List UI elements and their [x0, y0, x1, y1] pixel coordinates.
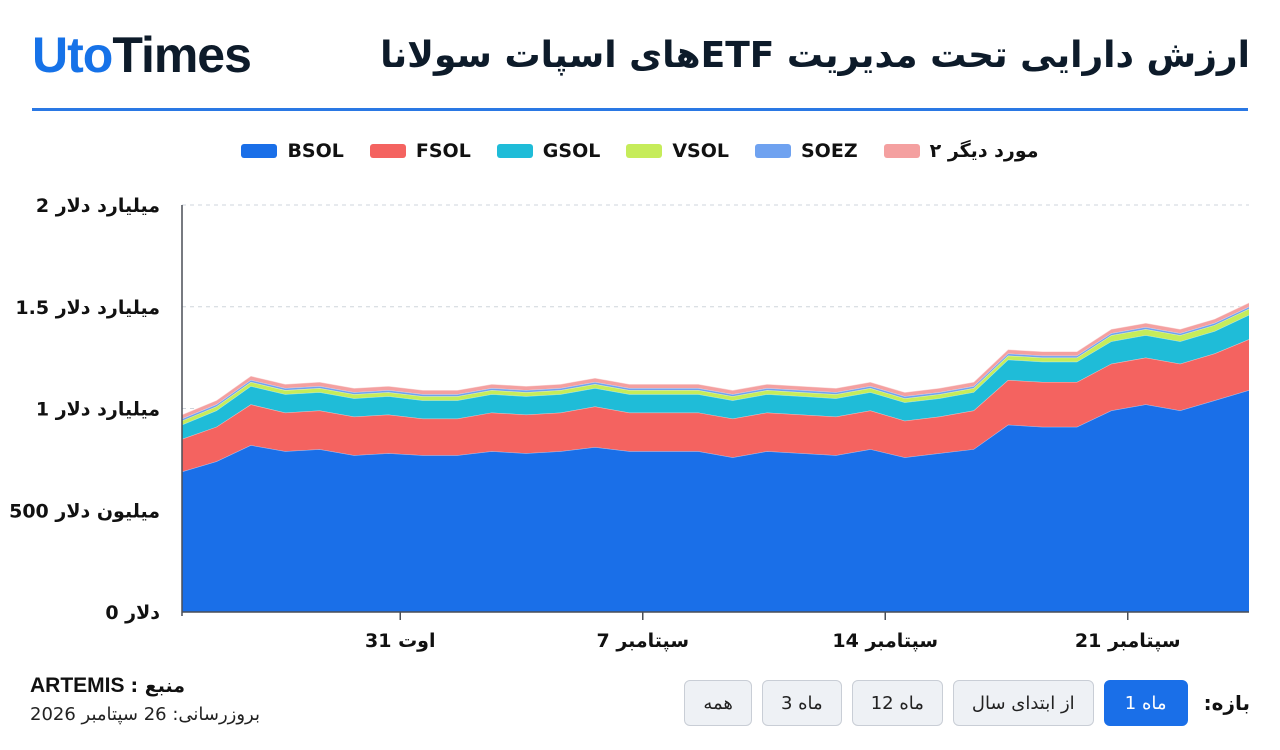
legend-swatch	[755, 144, 791, 158]
legend-item[interactable]: FSOL	[369, 140, 471, 162]
legend-label: ۲ مورد دیگر	[929, 140, 1039, 162]
legend-label: BSOL	[287, 140, 344, 162]
updated-date: بروزرسانی: 26 سپتامبر 2026	[30, 704, 260, 725]
legend-item[interactable]: ۲ مورد دیگر	[883, 140, 1039, 162]
y-tick-label: 0 دلار	[105, 602, 160, 624]
range-button-12m[interactable]: 12 ماه	[851, 680, 943, 726]
range-button-ytd[interactable]: از ابتدای سال	[952, 680, 1094, 726]
chart-legend: BSOL FSOL GSOL VSOL SOEZ ۲ مورد دیگر	[0, 136, 1280, 166]
legend-item[interactable]: BSOL	[241, 140, 344, 162]
legend-swatch	[626, 144, 663, 158]
legend-label: SOEZ	[801, 140, 858, 162]
legend-label: FSOL	[415, 140, 471, 162]
stacked-area-chart: 0 دلار 500 میلیون دلار 1 میلیارد دلار 1.5 م…	[9, 195, 1250, 652]
brand-logo-part2: Times	[112, 27, 252, 83]
area-series-BSOL	[182, 390, 1249, 612]
legend-item[interactable]: VSOL	[626, 140, 729, 162]
footer-info: ARTEMIS : منبع بروزرسانی: 26 سپتامبر 202…	[30, 674, 260, 725]
source-label: : منبع	[130, 675, 185, 697]
x-tick-label: 21 سپتامبر	[1075, 630, 1181, 652]
legend-swatch	[369, 144, 406, 158]
source-line: ARTEMIS : منبع	[30, 674, 260, 698]
legend-item[interactable]: GSOL	[496, 140, 601, 162]
x-tick-label: 14 سپتامبر	[832, 630, 938, 652]
range-label: :بازه	[1203, 691, 1250, 715]
legend-swatch	[883, 144, 920, 158]
area-series-FSOL	[182, 339, 1249, 472]
range-button-1m[interactable]: 1 ماه	[1103, 680, 1188, 726]
x-tick-label: 31 اوت	[365, 630, 435, 652]
y-tick-label: 2 میلیارد دلار	[36, 195, 160, 217]
source-value: ARTEMIS	[30, 674, 125, 697]
legend-label: VSOL	[672, 140, 729, 162]
y-tick-label: 1.5 میلیارد دلار	[15, 297, 160, 319]
brand-logo: UtoTimes	[32, 27, 252, 83]
range-button-3m[interactable]: 3 ماه	[761, 680, 842, 726]
range-button-all[interactable]: همه	[684, 680, 752, 726]
legend-swatch	[496, 144, 533, 158]
header-divider	[32, 108, 1248, 111]
y-tick-label: 500 میلیون دلار	[9, 500, 160, 522]
page-title: ارزش دارایی تحت مدیریت ETFهای اسپات سولا…	[380, 35, 1250, 76]
legend-item[interactable]: SOEZ	[755, 140, 858, 162]
area-series-GSOL	[182, 314, 1249, 440]
range-selector: همه 3 ماه 12 ماه از ابتدای سال 1 ماه :با…	[684, 680, 1250, 726]
y-tick-label: 1 میلیارد دلار	[36, 399, 160, 421]
brand-logo-part1: Uto	[32, 27, 113, 83]
legend-swatch	[241, 144, 278, 158]
legend-label: GSOL	[542, 140, 601, 162]
x-tick-label: 7 سپتامبر	[596, 630, 689, 652]
series-edge	[181, 302, 1250, 416]
